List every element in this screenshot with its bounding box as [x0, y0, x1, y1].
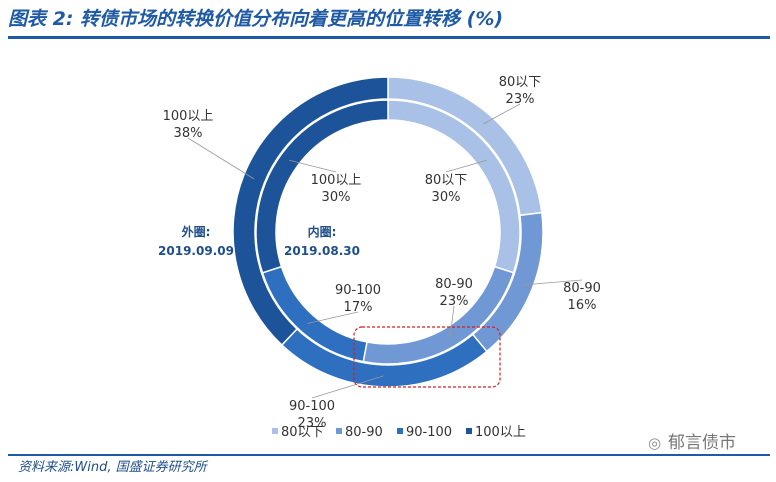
outer-label-category-100以上: 100以上 [163, 109, 214, 124]
legend-label-90-100: 90-100 [406, 425, 452, 440]
outer-label-value-90-100: 23% [298, 416, 327, 431]
outer-label-category-80以下: 80以下 [499, 75, 542, 90]
outer-label-value-100以上: 38% [174, 126, 203, 141]
data-labels: 80以下 23% 80-90 16% 90-100 23% 100以上 38% 80以下 30% 8… [163, 75, 601, 431]
legend-label-80以下: 80以下 [281, 425, 324, 440]
inner-label-value-80以下: 30% [432, 190, 461, 205]
leader-lines [187, 103, 583, 399]
watermark: ◎ 郁言债市 [648, 432, 736, 454]
inner-ring [255, 99, 521, 365]
footer-rule [8, 454, 770, 456]
inner-leader-80-90 [449, 305, 455, 338]
outer-leader-80以下 [483, 103, 521, 125]
inner-slice-100以上 [255, 99, 389, 274]
inner-label-category-80以下: 80以下 [425, 173, 468, 188]
outer-leader-90-100 [311, 375, 384, 399]
highlight-box [353, 326, 501, 388]
outer-ring-title: 外圈: [182, 224, 211, 239]
outer-ring-date: 2019.09.09 [158, 244, 234, 258]
watermark-text: 郁言债市 [668, 433, 736, 453]
inner-leader-90-100 [307, 311, 359, 324]
inner-label-value-100以上: 30% [322, 190, 351, 205]
title-rule [8, 36, 770, 39]
legend-swatch-80以下 [272, 428, 278, 434]
inner-label-value-80-90: 23% [440, 294, 469, 309]
outer-ring [232, 76, 544, 388]
inner-ring-date: 2019.08.30 [284, 244, 360, 258]
outer-label-value-80-90: 16% [568, 298, 597, 313]
legend-label-80-90: 80-90 [345, 425, 383, 440]
wechat-icon: ◎ [648, 434, 662, 452]
outer-leader-80-90 [521, 279, 583, 286]
outer-label-category-80-90: 80-90 [563, 281, 601, 296]
inner-leader-100以上 [289, 159, 337, 173]
legend-swatch-90-100 [397, 428, 403, 434]
legend: 80以下 80-90 90-100 100以上 [272, 425, 526, 440]
outer-label-value-80以下: 23% [506, 92, 535, 107]
legend-label-100以上: 100以上 [475, 425, 526, 440]
inner-label-value-90-100: 17% [344, 300, 373, 315]
inner-label-category-100以上: 100以上 [311, 173, 362, 188]
chart-title: 图表 2: 转债市场的转换价值分布向着更高的位置转移 (%) [8, 8, 504, 30]
source-note: 资料来源:Wind, 国盛证券研究所 [18, 460, 207, 475]
outer-slice-100以上 [232, 76, 389, 347]
outer-label-category-90-100: 90-100 [289, 399, 335, 414]
inner-label-category-90-100: 90-100 [335, 283, 381, 298]
legend-swatch-100以上 [466, 428, 472, 434]
outer-leader-100以上 [187, 137, 255, 180]
inner-leader-80以下 [445, 159, 487, 173]
inner-ring-title: 内圈: [308, 224, 337, 239]
inner-label-category-80-90: 80-90 [435, 277, 473, 292]
legend-swatch-80-90 [336, 428, 342, 434]
